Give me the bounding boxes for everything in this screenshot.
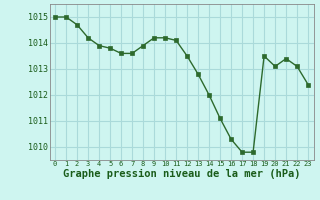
X-axis label: Graphe pression niveau de la mer (hPa): Graphe pression niveau de la mer (hPa) (63, 169, 300, 179)
